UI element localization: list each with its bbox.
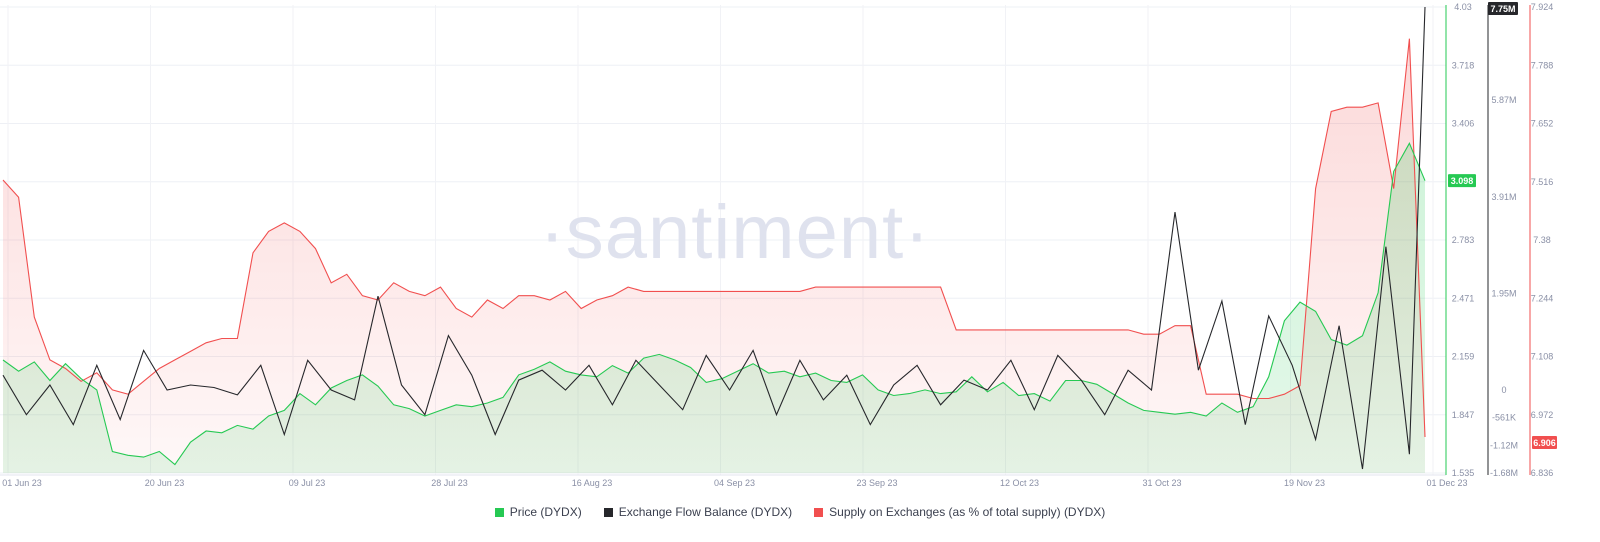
x-tick-label: 28 Jul 23 bbox=[431, 478, 468, 488]
supply-last-value-badge: 6.906 bbox=[1532, 436, 1557, 450]
supply-axis-tick-label: 6.836 bbox=[1531, 468, 1554, 478]
flow-axis-tick-label: 3.91M bbox=[1491, 192, 1516, 202]
supply-axis-tick-label: 7.108 bbox=[1531, 352, 1554, 362]
flow-axis-tick-label: -1.68M bbox=[1490, 468, 1518, 478]
price-axis-tick-label: 1.535 bbox=[1452, 468, 1475, 478]
price-last-value-badge: 3.098 bbox=[1448, 174, 1476, 188]
supply-axis-tick-label: 7.38 bbox=[1533, 235, 1551, 245]
flow-last-value-badge-bg bbox=[1488, 2, 1518, 15]
legend-item-supply[interactable]: Supply on Exchanges (as % of total suppl… bbox=[814, 503, 1105, 521]
price-axis-tick-label: 2.159 bbox=[1452, 352, 1475, 362]
supply-line bbox=[2, 38, 1426, 438]
price-last-value-badge-bg bbox=[1448, 174, 1476, 188]
exchange-flow-line bbox=[2, 6, 1426, 470]
x-tick-label: 31 Oct 23 bbox=[1142, 478, 1181, 488]
legend-label-supply: Supply on Exchanges (as % of total suppl… bbox=[829, 505, 1106, 519]
x-tick-label: 01 Dec 23 bbox=[1426, 478, 1467, 488]
legend-item-exchange-flow[interactable]: Exchange Flow Balance (DYDX) bbox=[603, 503, 793, 521]
santiment-watermark: ·santiment· bbox=[539, 190, 930, 275]
legend-label-price: Price (DYDX) bbox=[509, 505, 582, 519]
supply-axis-tick-label: 6.972 bbox=[1531, 410, 1554, 420]
flow-axis-tick-label: -561K bbox=[1492, 413, 1516, 423]
price-last-value-badge-text: 3.098 bbox=[1451, 176, 1474, 186]
x-tick-label: 20 Jun 23 bbox=[145, 478, 185, 488]
supply-area-fill bbox=[3, 38, 1425, 473]
legend-swatch-supply bbox=[814, 507, 824, 517]
legend-item-price[interactable]: Price (DYDX) bbox=[494, 503, 582, 521]
legend-swatch-price bbox=[494, 507, 504, 517]
supply-last-value-badge-bg bbox=[1532, 436, 1557, 450]
price-axis-tick-label: 1.847 bbox=[1452, 410, 1475, 420]
x-tick-label: 09 Jul 23 bbox=[289, 478, 326, 488]
flow-axis-tick-label: 5.87M bbox=[1491, 95, 1516, 105]
price-axis-tick-label: 2.471 bbox=[1452, 293, 1475, 303]
legend-label-exchange-flow: Exchange Flow Balance (DYDX) bbox=[618, 505, 793, 519]
x-tick-label: 12 Oct 23 bbox=[1000, 478, 1039, 488]
supply-axis-tick-label: 7.244 bbox=[1531, 293, 1554, 303]
legend-swatch-exchange-flow bbox=[603, 507, 613, 517]
flow-axis-tick-label: 1.95M bbox=[1491, 289, 1516, 299]
x-tick-label: 01 Jun 23 bbox=[2, 478, 42, 488]
plot-area bbox=[2, 6, 1426, 474]
flow-axis-tick-label: 0 bbox=[1501, 385, 1506, 395]
x-tick-label: 16 Aug 23 bbox=[572, 478, 613, 488]
supply-last-value-badge-text: 6.906 bbox=[1533, 438, 1556, 448]
supply-axis-tick-label: 7.516 bbox=[1531, 177, 1554, 187]
price-area-fill bbox=[3, 143, 1425, 474]
price-axis-tick-label: 2.783 bbox=[1452, 235, 1475, 245]
legend: Price (DYDX) Exchange Flow Balance (DYDX… bbox=[0, 503, 1600, 521]
x-tick-label: 04 Sep 23 bbox=[714, 478, 755, 488]
supply-axis-tick-label: 7.788 bbox=[1531, 60, 1554, 70]
supply-axis-tick-label: 7.652 bbox=[1531, 119, 1554, 129]
x-tick-label: 19 Nov 23 bbox=[1284, 478, 1325, 488]
x-tick-label: 23 Sep 23 bbox=[856, 478, 897, 488]
flow-last-value-badge: 7.75M bbox=[1488, 2, 1518, 15]
price-line bbox=[2, 142, 1426, 466]
flow-axis-tick-label: -1.12M bbox=[1490, 440, 1518, 450]
supply-axis-tick-label: 7.924 bbox=[1531, 2, 1554, 12]
axes: 01 Jun 23 20 Jun 23 09 Jul 23 28 Jul 23 16 A… bbox=[2, 2, 1557, 488]
price-axis-tick-label: 4.03 bbox=[1454, 2, 1472, 12]
price-axis-tick-label: 3.406 bbox=[1452, 119, 1475, 129]
flow-last-value-badge-text: 7.75M bbox=[1490, 4, 1515, 14]
price-axis-tick-label: 3.718 bbox=[1452, 60, 1475, 70]
